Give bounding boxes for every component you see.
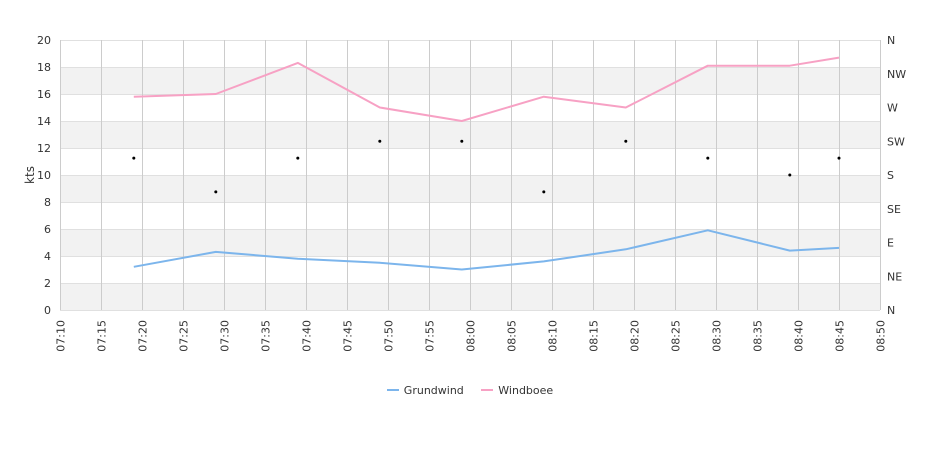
y-tick-label: 20 bbox=[37, 34, 51, 47]
series-line-windboee bbox=[133, 56, 840, 122]
direction-point bbox=[706, 156, 710, 160]
legend-item-grundwind[interactable]: Grundwind bbox=[386, 384, 464, 397]
y2-tick-label: SE bbox=[887, 203, 901, 216]
y-tick-label: 4 bbox=[44, 250, 51, 263]
series-line-grundwind bbox=[133, 229, 840, 271]
legend-swatch-windboee bbox=[481, 389, 494, 391]
legend-label-grundwind: Grundwind bbox=[403, 384, 464, 397]
y2-tick-label: NE bbox=[887, 270, 902, 283]
x-tick-label: 08:35 bbox=[752, 320, 765, 352]
x-tick-label: 08:20 bbox=[629, 320, 642, 352]
x-tick-label: 08:45 bbox=[834, 320, 847, 352]
x-tick-label: 08:00 bbox=[465, 320, 478, 352]
direction-point bbox=[837, 156, 841, 160]
x-tick-label: 07:55 bbox=[424, 320, 437, 352]
x-tick-label: 08:40 bbox=[793, 320, 806, 352]
y2-tick-label: NW bbox=[887, 68, 906, 81]
y2-tick-label: S bbox=[887, 169, 894, 182]
direction-point bbox=[132, 156, 136, 160]
direction-point bbox=[624, 139, 628, 143]
y-tick-label: 8 bbox=[44, 196, 51, 209]
x-tick-label: 08:25 bbox=[670, 320, 683, 352]
x-tick-label: 07:35 bbox=[260, 320, 273, 352]
legend-label-windboee: Windboee bbox=[498, 384, 554, 397]
legend: Grundwind Windboee bbox=[0, 384, 940, 397]
direction-point bbox=[542, 190, 546, 194]
direction-point bbox=[378, 139, 382, 143]
direction-point bbox=[296, 156, 300, 160]
x-tick-label: 07:15 bbox=[96, 320, 109, 352]
y2-tick-label: E bbox=[887, 237, 894, 250]
y-tick-label: 10 bbox=[37, 169, 51, 182]
x-tick-label: 08:05 bbox=[506, 320, 519, 352]
x-tick-label: 08:15 bbox=[588, 320, 601, 352]
x-tick-label: 07:45 bbox=[342, 320, 355, 352]
y-tick-label: 2 bbox=[44, 277, 51, 290]
x-tick-label: 07:50 bbox=[383, 320, 396, 352]
x-tick-label: 07:40 bbox=[301, 320, 314, 352]
y2-tick-label: N bbox=[887, 34, 895, 47]
direction-point bbox=[788, 173, 792, 177]
y-tick-label: 6 bbox=[44, 223, 51, 236]
x-tick-label: 08:30 bbox=[711, 320, 724, 352]
direction-point bbox=[214, 190, 218, 194]
y-tick-label: 14 bbox=[37, 115, 51, 128]
x-tick-label: 08:50 bbox=[875, 320, 888, 352]
legend-item-windboee[interactable]: Windboee bbox=[481, 384, 553, 397]
y-tick-label: 16 bbox=[37, 88, 51, 101]
y-axis-label: kts bbox=[23, 166, 37, 184]
y-tick-label: 18 bbox=[37, 61, 51, 74]
x-tick-label: 08:10 bbox=[547, 320, 560, 352]
y2-tick-label: N bbox=[887, 304, 895, 317]
y-tick-label: 0 bbox=[44, 304, 51, 317]
y-tick-label: 12 bbox=[37, 142, 51, 155]
legend-swatch-grundwind bbox=[386, 389, 399, 391]
direction-point bbox=[460, 139, 464, 143]
x-tick-label: 07:10 bbox=[55, 320, 68, 352]
x-tick-label: 07:20 bbox=[137, 320, 150, 352]
y2-tick-label: W bbox=[887, 102, 898, 115]
x-tick-label: 07:25 bbox=[178, 320, 191, 352]
x-tick-label: 07:30 bbox=[219, 320, 232, 352]
y2-tick-label: SW bbox=[887, 135, 905, 148]
